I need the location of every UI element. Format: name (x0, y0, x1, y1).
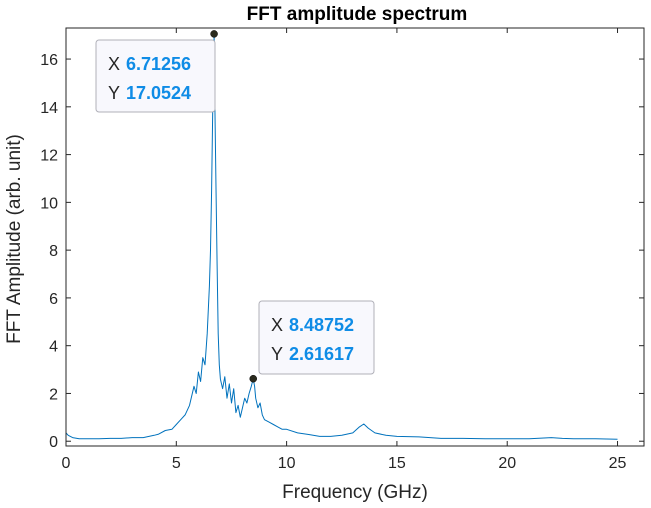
y-tick-label: 12 (40, 148, 58, 165)
x-tick-label: 0 (62, 455, 71, 472)
y-tick-label: 2 (49, 386, 58, 403)
tick-labels: 0 5 10 15 20 25 0 2 4 6 8 10 12 14 16 (40, 52, 626, 472)
y-tick-label: 16 (40, 52, 58, 69)
x-tick-label: 10 (278, 455, 296, 472)
datatip-key: X (108, 54, 120, 74)
datatip-box (95, 39, 216, 113)
y-tick-label: 6 (49, 291, 58, 308)
chart-title: FFT amplitude spectrum (247, 4, 468, 25)
x-tick-label: 5 (172, 455, 181, 472)
y-tick-label: 10 (40, 195, 58, 212)
series-line-0 (65, 33, 618, 440)
datatip-key: Y (271, 344, 283, 364)
y-tick-label: 4 (49, 339, 58, 356)
datatips: X 6.71256 Y 17.0524 X 8.48752 Y 2.61617 (95, 30, 375, 383)
y-tick-label: 14 (40, 100, 58, 117)
y-axis-label: FFT Amplitude (arb. unit) (4, 134, 25, 344)
x-tick-label: 25 (609, 455, 627, 472)
datatip-1: X 8.48752 Y 2.61617 (258, 300, 375, 375)
datatip-value: 8.48752 (289, 315, 354, 335)
datatip-marker (249, 374, 257, 383)
datatip-box (258, 300, 375, 375)
datatip-marker (210, 30, 218, 38)
y-tick-label: 0 (49, 434, 58, 451)
datatip-value: 17.0524 (126, 83, 191, 103)
datatip-0: X 6.71256 Y 17.0524 (95, 39, 216, 113)
x-axis-label: Frequency (GHz) (282, 482, 428, 503)
plot-area (65, 33, 618, 440)
x-tick-label: 20 (498, 455, 516, 472)
datatip-key: X (271, 315, 283, 335)
datatip-value: 6.71256 (126, 54, 191, 74)
datatip-value: 2.61617 (289, 344, 354, 364)
y-tick-label: 8 (49, 243, 58, 260)
axes-box (65, 27, 645, 447)
x-tick-label: 15 (388, 455, 406, 472)
datatip-key: Y (108, 83, 120, 103)
axes (65, 27, 645, 447)
